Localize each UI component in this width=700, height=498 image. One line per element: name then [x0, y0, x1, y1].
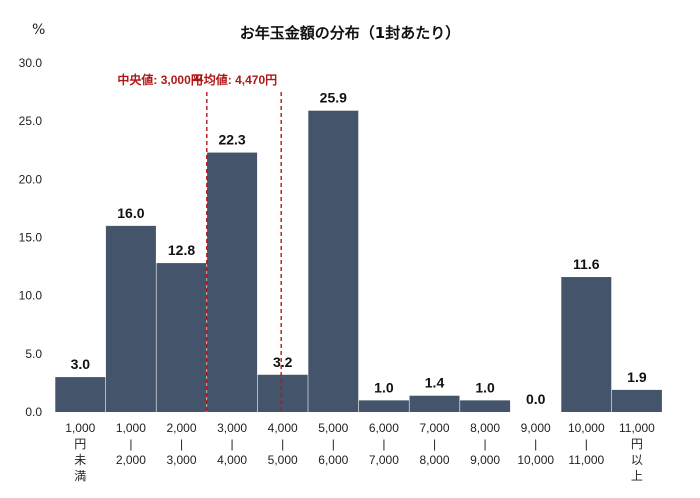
- x-tick-label: 9,000: [521, 421, 551, 435]
- x-tick-label: |: [281, 437, 284, 451]
- x-tick-label: |: [433, 437, 436, 451]
- x-tick-label: 4,000: [268, 421, 298, 435]
- x-tick-label: 7,000: [419, 421, 449, 435]
- x-tick-label: 5,000: [268, 453, 298, 467]
- x-tick-label: 未: [74, 453, 86, 467]
- bar: [358, 400, 409, 412]
- x-tick-label: 上: [631, 469, 643, 483]
- x-tick-label: |: [585, 437, 588, 451]
- data-label: 12.8: [168, 242, 195, 258]
- data-label: 3.2: [273, 354, 293, 370]
- data-label: 1.0: [475, 379, 495, 395]
- x-tick-label: |: [180, 437, 183, 451]
- x-tick-label: 7,000: [369, 453, 399, 467]
- x-tick-label: |: [332, 437, 335, 451]
- data-labels: 3.0 16.0 12.8 22.3 3.2 25.9 1.0 1.4 1.0 0.0 11.6 1.…: [71, 90, 647, 407]
- x-tick-label: |: [129, 437, 132, 451]
- x-axis: 1,000円未満1,000|2,0002,000|3,0003,000|4,00…: [65, 421, 655, 483]
- x-tick-label: |: [231, 437, 234, 451]
- bar: [561, 277, 612, 412]
- bar: [409, 395, 460, 412]
- y-axis-unit: %: [32, 22, 46, 38]
- data-label: 11.6: [573, 256, 600, 272]
- x-tick-label: 3,000: [217, 421, 247, 435]
- y-tick-label: 30.0: [19, 56, 43, 70]
- chart-title: お年玉金額の分布（1封あたり）: [239, 24, 461, 42]
- x-tick-label: 1,000: [65, 421, 95, 435]
- data-label: 1.0: [374, 379, 394, 395]
- data-label: 16.0: [117, 205, 144, 221]
- bar: [105, 225, 156, 412]
- bar: [156, 263, 207, 412]
- data-label: 1.9: [627, 369, 647, 385]
- x-tick-label: 8,000: [470, 421, 500, 435]
- bar: [207, 152, 258, 412]
- bar: [257, 374, 308, 412]
- x-tick-label: 10,000: [517, 453, 554, 467]
- y-tick-label: 10.0: [19, 289, 43, 303]
- y-tick-label: 25.0: [19, 114, 43, 128]
- bar: [460, 400, 511, 412]
- x-tick-label: 満: [74, 469, 86, 483]
- x-tick-label: 3,000: [166, 453, 196, 467]
- x-tick-label: 11,000: [568, 453, 604, 467]
- annotation-label: 平均値: 4,470円: [192, 72, 277, 87]
- bar: [308, 110, 359, 413]
- y-tick-label: 0.0: [25, 405, 42, 419]
- x-tick-label: 2,000: [166, 421, 196, 435]
- x-tick-label: 円: [631, 437, 643, 451]
- bar: [55, 377, 106, 412]
- data-label: 25.9: [320, 90, 347, 106]
- x-tick-label: 11,000: [619, 421, 655, 435]
- y-tick-label: 20.0: [19, 172, 43, 186]
- bars: [55, 110, 662, 413]
- x-tick-label: 円: [74, 437, 86, 451]
- x-tick-label: 2,000: [116, 453, 146, 467]
- bar: [611, 389, 662, 412]
- x-tick-label: 4,000: [217, 453, 247, 467]
- x-tick-label: 6,000: [318, 453, 348, 467]
- x-tick-label: 以: [631, 453, 643, 467]
- data-label: 3.0: [71, 356, 91, 372]
- annotation-label: 中央値: 3,000円: [117, 72, 202, 87]
- y-axis: 0.0 5.0 10.0 15.0 20.0 25.0 30.0: [19, 56, 43, 419]
- x-tick-label: 10,000: [568, 421, 605, 435]
- data-label: 22.3: [218, 132, 245, 148]
- x-tick-label: 5,000: [318, 421, 348, 435]
- x-tick-label: |: [484, 437, 487, 451]
- data-label: 1.4: [425, 375, 445, 391]
- x-tick-label: 1,000: [116, 421, 146, 435]
- x-tick-label: |: [382, 437, 385, 451]
- x-tick-label: |: [534, 437, 537, 451]
- x-tick-label: 6,000: [369, 421, 399, 435]
- y-tick-label: 5.0: [25, 347, 42, 361]
- y-tick-label: 15.0: [19, 231, 43, 245]
- data-label: 0.0: [526, 391, 546, 407]
- x-tick-label: 9,000: [470, 453, 500, 467]
- x-tick-label: 8,000: [419, 453, 449, 467]
